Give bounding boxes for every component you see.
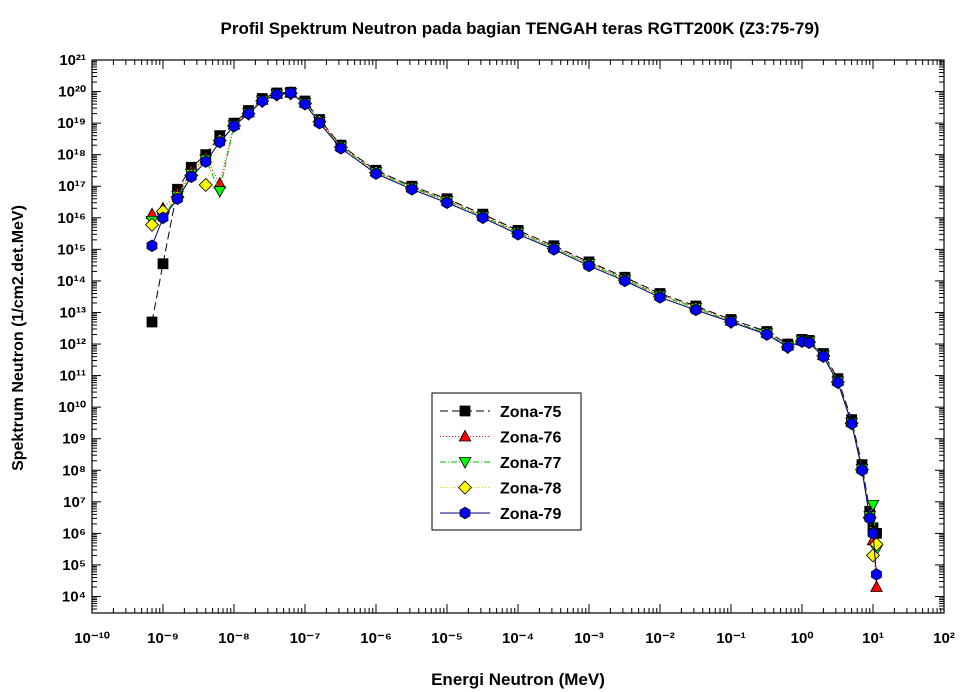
marker [782,340,794,354]
marker [803,336,815,349]
marker [144,217,160,232]
marker [146,239,158,252]
y-tick-label: 10²¹ [59,52,86,69]
x-axis-label: Energi Neutron (MeV) [431,670,605,689]
legend-label: Zona-78 [500,481,561,498]
marker [865,548,881,563]
y-tick-label: 10²⁰ [58,84,86,101]
y-tick-label: 10⁶ [62,525,86,542]
marker [406,183,418,196]
marker [867,527,879,540]
legend-marker [458,429,472,442]
y-tick-label: 10⁸ [62,462,86,479]
legend-label: Zona-75 [500,404,561,421]
legend-marker [457,480,473,495]
x-tick-label: 10¹ [862,630,884,647]
marker [157,211,169,225]
x-tick-label: 10⁻⁹ [147,630,179,647]
marker [335,142,347,155]
x-tick-label: 10⁻⁴ [502,630,534,647]
y-tick-label: 10¹⁸ [57,147,86,164]
legend-label: Zona-77 [500,455,561,472]
marker [725,315,737,329]
y-tick-label: 10¹³ [59,304,86,321]
marker [866,499,880,512]
legend-marker [459,506,471,520]
legend: Zona-75 Zona-76 Zona-77 Zona-78 Zona-79 [431,392,582,531]
marker [185,170,197,183]
y-tick-label: 10¹⁵ [57,241,86,258]
y-tick-label: 10¹² [59,336,86,353]
x-tick-label: 10⁻⁸ [218,630,250,647]
y-tick-label: 10⁷ [63,494,86,511]
x-tick-label: 10⁻² [645,630,675,647]
y-tick-label: 10¹⁷ [58,178,86,195]
y-tick-label: 10¹⁴ [57,273,86,290]
marker [654,291,666,304]
x-tick-label: 10⁻¹⁰ [74,630,110,647]
y-tick-label: 10¹⁹ [57,115,86,132]
marker [146,316,158,328]
x-tick-label: 10⁻⁶ [360,630,392,647]
marker [846,417,858,430]
marker [198,177,213,192]
marker [870,580,883,592]
y-tick-label: 10¹¹ [59,368,86,385]
marker [477,211,489,225]
y-tick-label: 10⁴ [62,588,86,605]
marker [299,97,311,111]
x-tick-label: 10⁻¹ [716,630,746,647]
marker [583,259,595,273]
marker [213,186,227,198]
y-tick-label: 10¹⁰ [58,399,86,416]
marker [690,303,702,317]
legend-marker [458,457,472,469]
marker [761,328,773,341]
marker [200,155,212,168]
marker [370,167,382,180]
marker [619,274,631,288]
marker [441,196,453,209]
marker [157,258,169,270]
legend-label: Zona-76 [500,430,561,447]
marker [271,88,283,101]
marker [214,135,226,149]
marker [856,464,868,477]
marker [512,228,524,241]
y-tick-label: 10¹⁶ [57,210,86,227]
marker [832,376,844,389]
marker [864,512,876,525]
marker [172,192,183,206]
y-tick-label: 10⁹ [62,431,86,448]
y-axis-label: Spektrum Neutron (1/cm2.det.MeV) [10,205,27,471]
marker [228,119,240,133]
marker [871,568,882,581]
x-tick-label: 10⁻⁷ [290,630,321,647]
chart-title: Profil Spektrum Neutron pada bagian TENG… [221,19,820,38]
marker [314,116,325,130]
marker [243,107,254,120]
marker [256,94,268,108]
legend-marker [459,405,471,417]
marker [817,350,829,363]
y-tick-label: 10⁵ [62,557,86,574]
x-tick-label: 10⁻⁵ [431,630,463,647]
marker [285,86,297,100]
legend-label: Zona-79 [500,506,561,523]
x-tick-label: 10² [933,630,955,647]
marker [548,243,560,256]
x-tick-label: 10⁻³ [574,630,604,647]
x-tick-label: 10⁰ [791,630,814,647]
